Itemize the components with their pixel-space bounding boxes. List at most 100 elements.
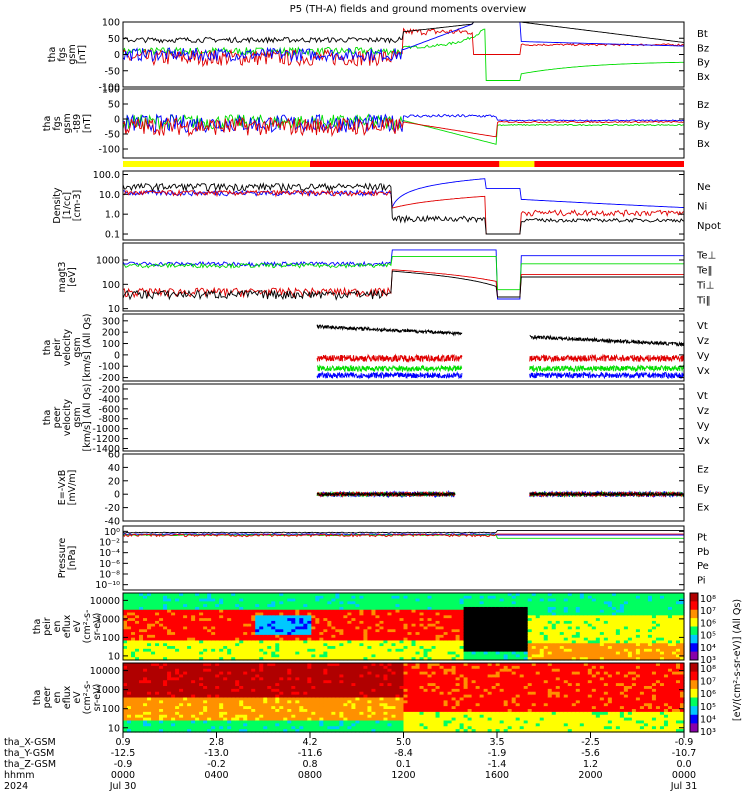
heatmap-cell bbox=[227, 643, 232, 647]
heatmap-cell bbox=[399, 618, 405, 622]
heatmap-cell bbox=[299, 686, 304, 690]
heatmap-cell bbox=[519, 629, 525, 633]
heatmap-cell bbox=[595, 648, 601, 653]
heatmap-cell bbox=[627, 609, 633, 614]
heatmap-cell bbox=[327, 680, 332, 684]
heatmap-cell bbox=[123, 646, 128, 650]
heatmap-cell bbox=[183, 729, 188, 733]
heatmap-cell bbox=[567, 629, 573, 633]
heatmap-cell bbox=[231, 680, 236, 684]
heatmap-cell bbox=[391, 637, 397, 642]
heatmap-cell bbox=[311, 686, 316, 690]
heatmap-cell bbox=[311, 700, 316, 704]
heatmap-cell bbox=[219, 595, 224, 600]
heatmap-cell bbox=[587, 634, 593, 639]
heatmap-cell bbox=[551, 648, 557, 653]
heatmap-cell bbox=[507, 612, 513, 616]
heatmap-cell bbox=[199, 654, 204, 658]
heatmap-cell bbox=[263, 615, 268, 619]
heatmap-cell bbox=[671, 612, 677, 616]
heatmap-cell bbox=[283, 654, 288, 658]
heatmap-cell bbox=[163, 709, 168, 713]
heatmap-cell bbox=[307, 688, 312, 693]
heatmap-cell bbox=[263, 651, 268, 656]
heatmap-cell bbox=[527, 618, 533, 622]
heatmap-cell bbox=[187, 651, 192, 656]
heatmap-cell bbox=[479, 595, 485, 600]
heatmap-cell bbox=[655, 643, 661, 647]
heatmap-cell bbox=[379, 654, 385, 658]
heatmap-cell bbox=[231, 723, 236, 727]
heatmap-cell bbox=[343, 694, 348, 699]
heatmap-cell bbox=[187, 709, 192, 713]
heatmap-cell bbox=[231, 726, 236, 730]
heatmap-cell bbox=[599, 609, 605, 614]
heatmap-cell bbox=[159, 711, 164, 716]
heatmap-cell bbox=[207, 598, 212, 602]
heatmap-cell bbox=[407, 634, 413, 639]
heatmap-cell bbox=[151, 674, 156, 678]
heatmap-cell bbox=[251, 726, 256, 730]
heatmap-cell bbox=[287, 648, 292, 653]
heatmap-cell bbox=[571, 612, 577, 616]
heatmap-cell bbox=[191, 688, 196, 693]
heatmap-cell bbox=[359, 598, 365, 602]
heatmap-cell bbox=[331, 700, 336, 704]
heatmap-cell bbox=[647, 634, 653, 639]
heatmap-cell bbox=[219, 651, 224, 656]
heatmap-cell bbox=[155, 663, 160, 667]
heatmap-cell bbox=[199, 720, 204, 724]
heatmap-cell bbox=[235, 620, 240, 625]
heatmap-cell bbox=[603, 648, 609, 653]
heatmap-cell bbox=[551, 646, 557, 650]
heatmap-cell bbox=[127, 654, 132, 658]
heatmap-cell bbox=[131, 723, 136, 727]
heatmap-cell bbox=[135, 688, 140, 693]
heatmap-cell bbox=[583, 651, 589, 656]
heatmap-cell bbox=[255, 601, 260, 605]
heatmap-cell bbox=[443, 612, 449, 616]
heatmap-cell bbox=[299, 691, 304, 696]
heatmap-cell bbox=[507, 593, 513, 597]
heatmap-cell bbox=[483, 595, 489, 600]
heatmap-cell bbox=[579, 604, 585, 608]
heatmap-cell bbox=[295, 663, 300, 667]
heatmap-cell bbox=[259, 598, 264, 602]
heatmap-cell bbox=[211, 623, 216, 628]
heatmap-cell bbox=[151, 595, 156, 600]
heatmap-cell bbox=[319, 668, 324, 673]
heatmap-cell bbox=[659, 618, 665, 622]
heatmap-cell bbox=[139, 729, 144, 733]
heatmap-cell bbox=[451, 598, 457, 602]
heatmap-cell bbox=[143, 643, 148, 647]
heatmap-cell bbox=[271, 604, 276, 608]
heatmap-cell bbox=[599, 598, 605, 602]
heatmap-cell bbox=[135, 629, 140, 633]
heatmap-cell bbox=[475, 643, 481, 647]
heatmap-cell bbox=[163, 654, 168, 658]
heatmap-cell bbox=[383, 609, 389, 614]
heatmap-cell bbox=[207, 651, 212, 656]
heatmap-cell bbox=[131, 637, 136, 642]
heatmap-cell bbox=[311, 609, 316, 614]
heatmap-cell bbox=[387, 648, 393, 653]
heatmap-cell bbox=[175, 606, 180, 611]
heatmap-cell bbox=[219, 729, 224, 733]
heatmap-cell bbox=[339, 671, 344, 676]
heatmap-cell bbox=[195, 726, 200, 730]
heatmap-cell bbox=[267, 604, 272, 608]
heatmap-cell bbox=[383, 640, 389, 644]
heatmap-cell bbox=[511, 604, 517, 608]
heatmap-cell bbox=[263, 665, 268, 670]
heatmap-cell bbox=[423, 640, 429, 644]
heatmap-cell bbox=[219, 640, 224, 644]
heatmap-cell bbox=[135, 637, 140, 642]
heatmap-cell bbox=[555, 612, 561, 616]
heatmap-cell bbox=[511, 601, 517, 605]
heatmap-cell bbox=[183, 686, 188, 690]
heatmap-cell bbox=[203, 646, 208, 650]
heatmap-cell bbox=[251, 606, 256, 611]
heatmap-cell bbox=[287, 604, 292, 608]
heatmap-cell bbox=[223, 680, 228, 684]
